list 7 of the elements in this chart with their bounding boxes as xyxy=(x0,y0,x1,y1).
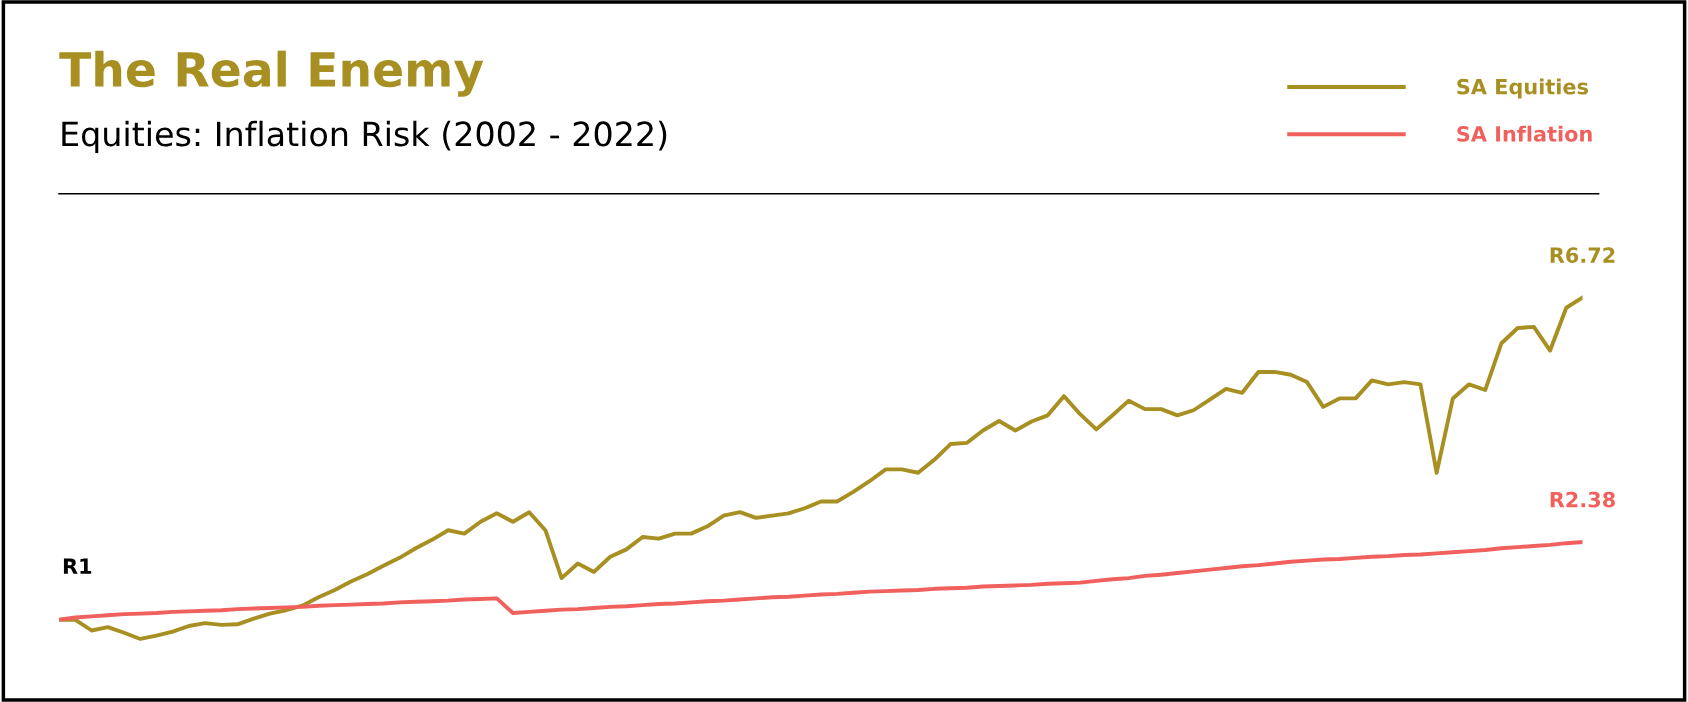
chart-subtitle: Equities: Inflation Risk (2002 - 2022) xyxy=(62,120,667,154)
data-label: R2.38 xyxy=(1550,491,1615,508)
text: SA Equities xyxy=(1457,78,1588,99)
chart-title: The Real Enemy xyxy=(59,50,484,97)
annotation: R1 xyxy=(63,558,92,574)
text: SA Inflation xyxy=(1457,125,1592,142)
data-label: R6.72 xyxy=(1550,247,1615,263)
